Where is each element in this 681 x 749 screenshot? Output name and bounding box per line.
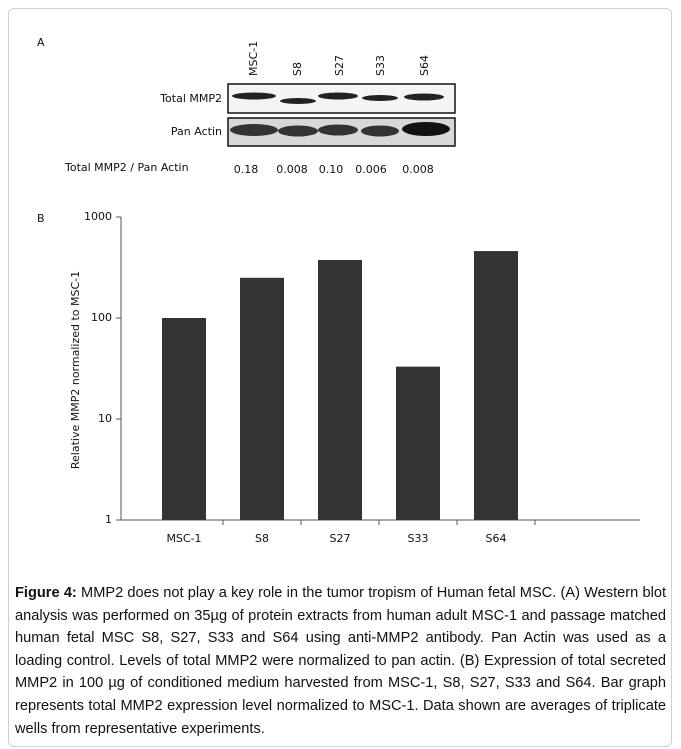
row-label: Total MMP2 [159, 92, 222, 105]
y-tick-label: 1000 [84, 210, 112, 223]
x-tick-label: S64 [486, 532, 507, 545]
row-label: Pan Actin [171, 125, 222, 138]
bar [396, 367, 440, 520]
bar [162, 318, 206, 520]
y-axis-label: Relative MMP2 normalized to MSC-1 [69, 271, 82, 469]
panel-letter: A [37, 36, 45, 49]
ratio-value: 0.006 [355, 163, 387, 176]
caption-text: MMP2 does not play a key role in the tum… [15, 585, 666, 737]
bar [240, 278, 284, 520]
panel-letter: B [37, 212, 45, 225]
x-tick-label: S27 [330, 532, 351, 545]
lane-label: S8 [291, 62, 304, 76]
x-tick-label: S33 [408, 532, 429, 545]
lane-label: MSC-1 [247, 41, 260, 76]
lane-label: S33 [374, 55, 387, 76]
y-tick-label: 1 [105, 513, 112, 526]
lane-label: S64 [418, 55, 431, 76]
caption-label: Figure 4: [15, 585, 77, 601]
ratio-value: 0.008 [276, 163, 308, 176]
ratio-value: 0.008 [402, 163, 434, 176]
bar [318, 260, 362, 520]
bar [474, 251, 518, 520]
x-tick-label: MSC-1 [166, 532, 201, 545]
y-tick-label: 10 [98, 412, 112, 425]
ratio-value: 0.18 [234, 163, 259, 176]
caption: Figure 4: MMP2 does not play a key role … [15, 582, 666, 740]
y-tick-label: 100 [91, 311, 112, 324]
ratio-label: Total MMP2 / Pan Actin [64, 161, 189, 174]
lane-label: S27 [333, 55, 346, 76]
x-tick-label: S8 [255, 532, 269, 545]
figure: A Total MMP2 Pan Actin Total MMP2 / Pan … [0, 0, 681, 578]
blot-bands [230, 93, 450, 137]
ratio-value: 0.10 [319, 163, 344, 176]
